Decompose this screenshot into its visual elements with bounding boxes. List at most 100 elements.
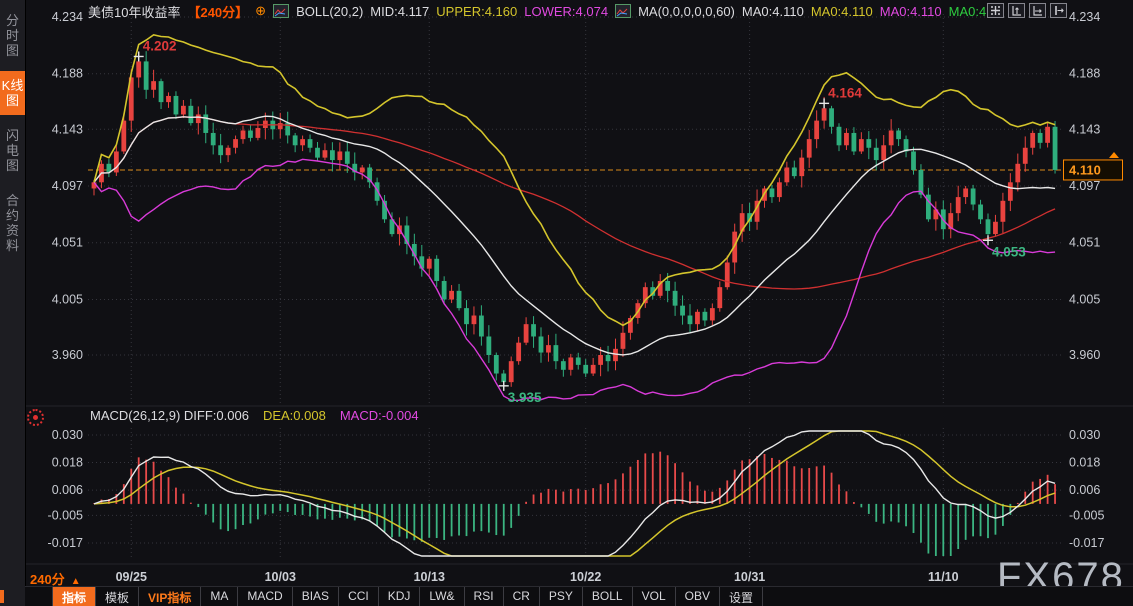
candle-body (174, 96, 179, 115)
symbol-title: 美债10年收益率 (88, 2, 180, 21)
sidebar-item-time-chart[interactable]: 分时图 (0, 6, 25, 65)
candle-body (770, 188, 775, 197)
candle-body (963, 188, 968, 197)
candle-body (457, 291, 462, 308)
candle-body (531, 324, 536, 336)
svg-text:4.005: 4.005 (1069, 292, 1100, 306)
candle-body (256, 128, 261, 138)
svg-text:3.960: 3.960 (1069, 348, 1100, 362)
sidebar-item-kline-chart[interactable]: K线图 (0, 71, 25, 115)
candle-body (166, 96, 171, 102)
candle-body (308, 139, 313, 148)
candle-body (665, 281, 670, 291)
candle-body (896, 130, 901, 139)
svg-text:4.188: 4.188 (1069, 67, 1100, 81)
x-axis-tick: 09/25 (116, 570, 147, 584)
candle-body (680, 306, 685, 316)
svg-text:4.051: 4.051 (1069, 236, 1100, 250)
candle-body (703, 312, 708, 321)
svg-text:4.097: 4.097 (52, 179, 83, 193)
candle-body (1001, 201, 1006, 222)
indicator-tab-rsi[interactable]: RSI (465, 587, 504, 606)
boll-name-label: BOLL(20,2) (296, 4, 363, 19)
candle-body (144, 61, 149, 89)
indicator-tab-indicator[interactable]: 指标 (52, 587, 96, 606)
scale-y-axis-button[interactable] (1008, 3, 1025, 18)
indicator-tab-vip-indicator[interactable]: VIP指标 (139, 587, 201, 606)
toolbar-left-marker (0, 590, 4, 603)
svg-text:4.202: 4.202 (143, 38, 177, 53)
boll-upper-value: UPPER:4.160 (436, 4, 517, 19)
macd-settings-icon[interactable] (27, 409, 44, 426)
candlestick-chart-canvas[interactable]: 4.2023.9354.1644.0534.2344.2344.1884.188… (0, 0, 1133, 606)
indicator-tab-template[interactable]: 模板 (96, 587, 139, 606)
indicator-tab-boll[interactable]: BOLL (583, 587, 633, 606)
candle-body (583, 365, 588, 374)
indicator-tab-psy[interactable]: PSY (540, 587, 583, 606)
boll-upper-line (94, 35, 1055, 325)
candle-body (792, 167, 797, 176)
candle-body (278, 123, 283, 129)
sidebar-item-lightning-chart[interactable]: 闪电图 (0, 121, 25, 180)
macd-title-diff: MACD(26,12,9) DIFF:0.006 (90, 408, 249, 423)
svg-text:4.051: 4.051 (52, 236, 83, 250)
candle-body (978, 205, 983, 220)
indicator-tab-vol[interactable]: VOL (633, 587, 676, 606)
indicator-tab-kdj[interactable]: KDJ (379, 587, 421, 606)
candle-body (710, 308, 715, 320)
candle-body (136, 61, 141, 77)
candle-body (211, 133, 216, 145)
svg-text:4.053: 4.053 (992, 244, 1026, 259)
candle-body (226, 148, 231, 155)
candle-body (151, 81, 156, 90)
ma60-line (94, 117, 1055, 289)
candle-body (293, 135, 298, 145)
indicator-tab-cr[interactable]: CR (504, 587, 540, 606)
candle-body (539, 336, 544, 352)
candle-body (323, 150, 328, 157)
candle-body (1008, 182, 1013, 201)
candle-body (196, 114, 201, 123)
svg-text:4.110: 4.110 (1069, 162, 1101, 177)
candle-body (315, 148, 320, 158)
svg-text:4.234: 4.234 (52, 10, 83, 24)
sidebar-item-contract-info[interactable]: 合约资料 (0, 186, 25, 260)
add-indicator-icon[interactable]: ⊕ (255, 3, 266, 19)
indicator-tab-macd[interactable]: MACD (238, 587, 292, 606)
ma-name-label: MA(0,0,0,0,0,60) (638, 4, 735, 19)
macd-layer (94, 431, 1055, 556)
sidebar-item-label: 合约资料 (0, 193, 25, 253)
chart-type-sidebar: 分时图 K线图 闪电图 合约资料 (0, 0, 26, 606)
svg-text:4.234: 4.234 (1069, 10, 1100, 24)
svg-text:0.018: 0.018 (52, 456, 83, 470)
mini-linechart-icon[interactable] (615, 4, 631, 18)
indicator-tab-obv[interactable]: OBV (676, 587, 720, 606)
scale-x-axis-button[interactable] (1029, 3, 1046, 18)
price-annotation: 3.935 (499, 381, 542, 405)
scale-x-icon (1032, 5, 1043, 16)
boll-mid-line (94, 116, 1055, 355)
candles-layer (92, 51, 1058, 388)
candle-body (442, 281, 447, 300)
indicator-tab-ma[interactable]: MA (201, 587, 238, 606)
pan-tool-button[interactable] (987, 3, 1004, 18)
svg-text:-0.017: -0.017 (1069, 536, 1104, 550)
candle-body (524, 324, 529, 343)
candle-body (233, 139, 238, 148)
svg-text:3.935: 3.935 (508, 390, 542, 405)
candle-body (613, 349, 618, 361)
candle-body (621, 333, 626, 349)
svg-text:-0.005: -0.005 (48, 508, 83, 522)
mini-linechart-icon[interactable] (273, 4, 289, 18)
shift-right-button[interactable] (1050, 3, 1067, 18)
price-annotation: 4.164 (819, 85, 862, 108)
trading-app-window: 分时图 K线图 闪电图 合约资料 美债10年收益率 【240分】 ⊕ BOLL(… (0, 0, 1133, 606)
svg-text:4.005: 4.005 (52, 292, 83, 306)
indicator-tab-cci[interactable]: CCI (339, 587, 379, 606)
indicator-tab-settings[interactable]: 设置 (720, 587, 763, 606)
candle-body (218, 145, 223, 155)
candle-body (554, 345, 559, 361)
scale-y-icon (1011, 5, 1022, 16)
indicator-tab-bias[interactable]: BIAS (293, 587, 339, 606)
indicator-tab-lwr[interactable]: LW& (420, 587, 464, 606)
